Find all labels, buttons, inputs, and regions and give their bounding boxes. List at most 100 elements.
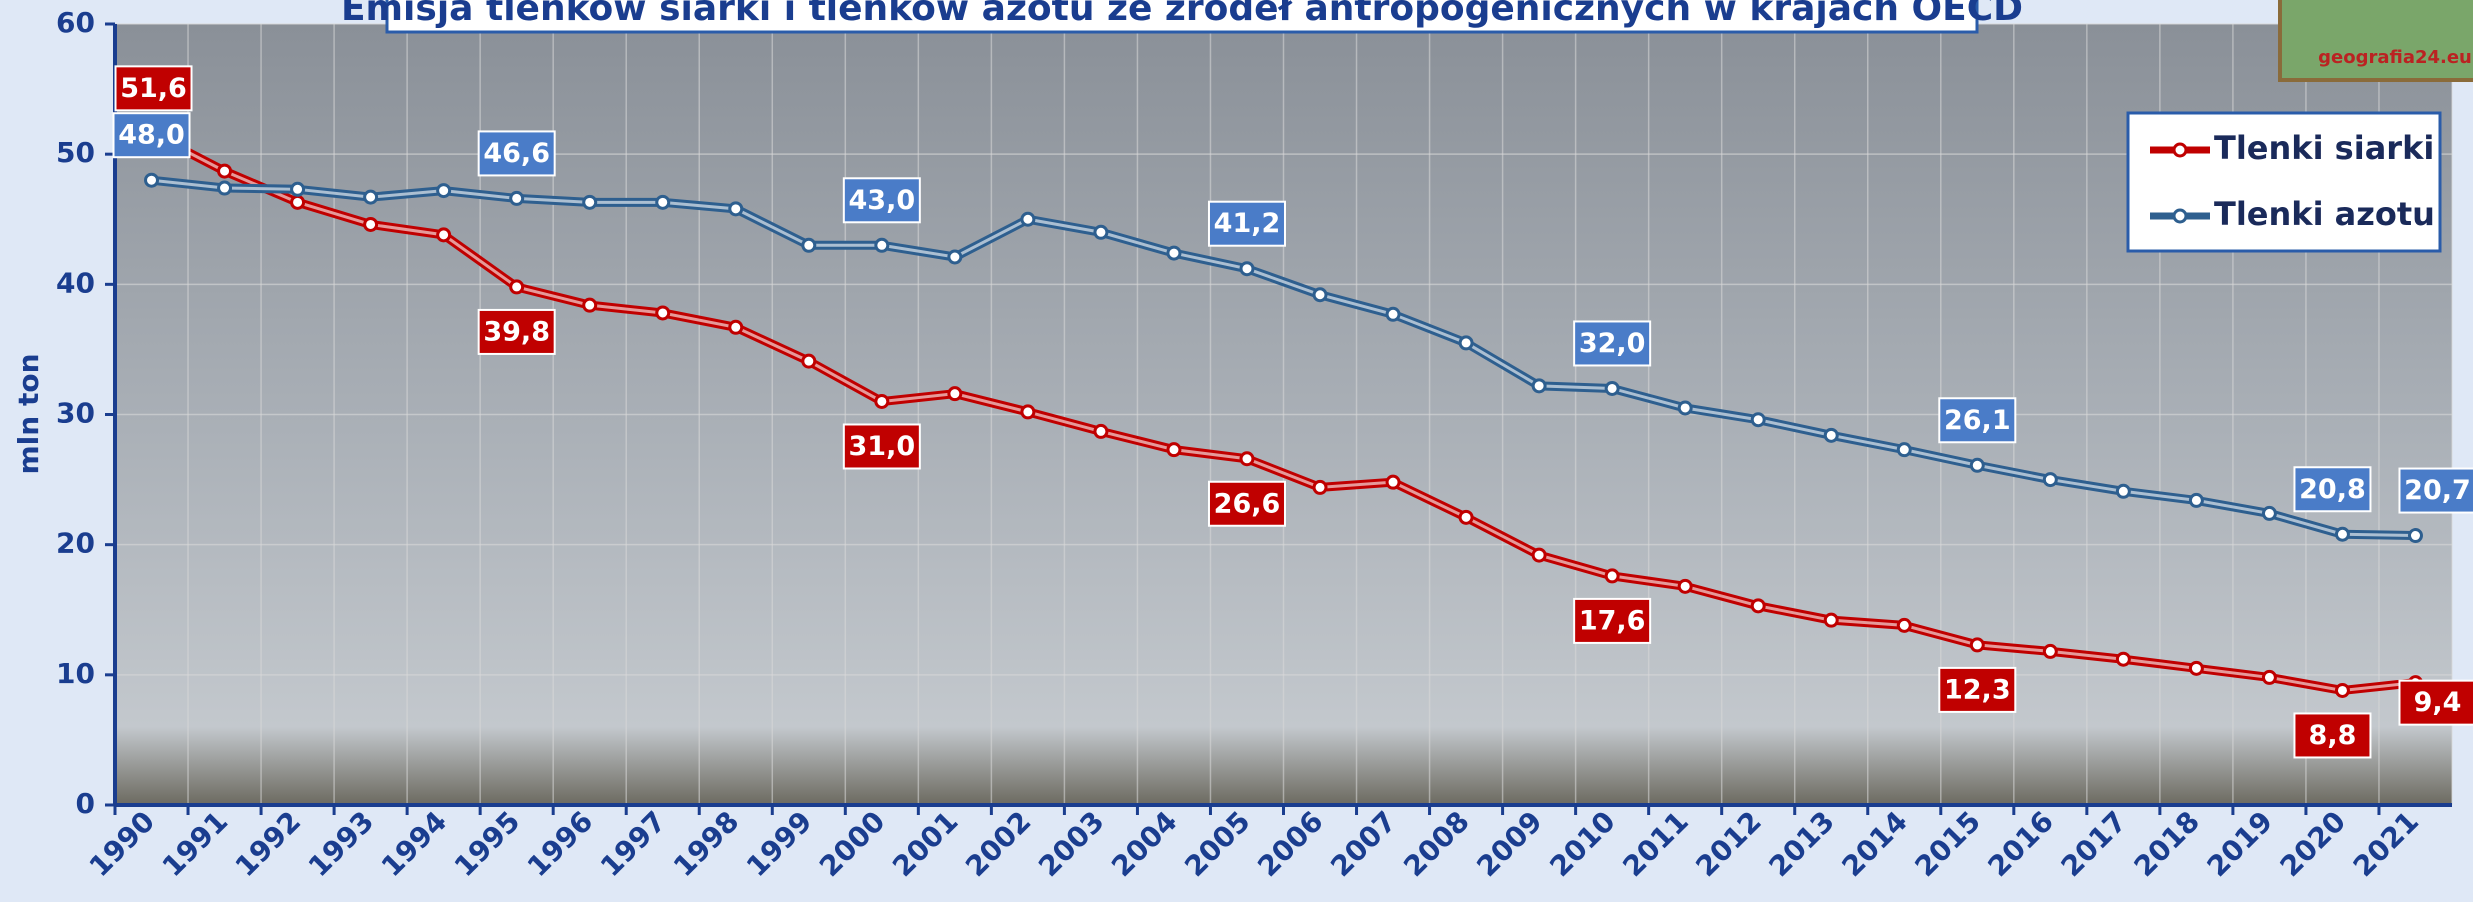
page: Emisja tlenków siarki i tlenków azotu ze… [0,0,2473,898]
x-tick-label: 2001 [886,805,964,883]
point [1971,639,1983,651]
y-tick-label: 60 [56,6,95,39]
point [1825,614,1837,626]
point [1752,600,1764,612]
legend-marker [2174,210,2186,222]
data-label: 9,4 [2414,687,2462,718]
point [657,196,669,208]
y-axis-label: mln ton [12,353,45,474]
x-tick-label: 2017 [2055,805,2133,883]
x-tick-label: 2015 [1908,805,1986,883]
data-label: 26,1 [1944,405,2011,436]
point [1460,511,1472,523]
x-tick-label: 2013 [1762,805,1840,883]
point [511,192,523,204]
point [1022,406,1034,418]
data-label: 17,6 [1579,605,1646,636]
x-tick-label: 1993 [302,805,380,883]
x-tick-label: 1997 [594,805,672,883]
x-tick-label: 2009 [1470,805,1548,883]
x-tick-label: 2004 [1105,805,1183,883]
x-tick-label: 1996 [521,805,599,883]
point [949,388,961,400]
x-tick-label: 1992 [229,805,307,883]
x-tick-label: 1998 [667,805,745,883]
chart-title: Emisja tlenków siarki i tlenków azotu ze… [341,0,2023,29]
point [292,183,304,195]
data-label: 41,2 [1214,208,1281,239]
point [1460,337,1472,349]
point [949,251,961,263]
legend-label: Tlenki azotu [2214,195,2435,233]
point [1898,619,1910,631]
y-tick-label: 50 [56,136,95,169]
point [1679,580,1691,592]
point [438,229,450,241]
x-tick-label: 2005 [1178,805,1256,883]
point [2263,507,2275,519]
x-tick-label: 2018 [2128,805,2206,883]
point [2044,645,2056,657]
point [365,191,377,203]
x-tick-label: 2011 [1616,805,1694,883]
x-tick-label: 2010 [1543,805,1621,883]
point [1679,402,1691,414]
data-label: 32,0 [1579,328,1646,359]
point [1606,570,1618,582]
point [2409,530,2421,542]
point [1971,459,1983,471]
point [803,239,815,251]
point [2336,684,2348,696]
point [1314,481,1326,493]
x-tick-label: 2016 [1982,805,2060,883]
point [146,174,158,186]
point [2336,528,2348,540]
point [1533,549,1545,561]
chart: Emisja tlenków siarki i tlenków azotu ze… [0,0,2473,898]
point [1825,429,1837,441]
legend-marker [2174,144,2186,156]
logo [2280,0,2473,80]
y-tick-label: 10 [56,657,95,690]
point [876,239,888,251]
point [292,196,304,208]
x-tick-label: 2012 [1689,805,1767,883]
point [1752,414,1764,426]
point [511,281,523,293]
point [1314,289,1326,301]
point [803,355,815,367]
point [1168,247,1180,259]
point [365,218,377,230]
x-tick-label: 2003 [1032,805,1110,883]
point [219,182,231,194]
data-label: 12,3 [1944,674,2011,705]
point [2117,485,2129,497]
point [584,196,596,208]
point [2263,671,2275,683]
point [1241,263,1253,275]
x-tick-label: 2002 [959,805,1037,883]
point [876,395,888,407]
point [1095,226,1107,238]
point [1095,425,1107,437]
data-label: 20,8 [2299,474,2366,505]
x-tick-label: 2007 [1324,805,1402,883]
x-tick-label: 1995 [448,805,526,883]
point [2044,474,2056,486]
x-tick-label: 2000 [813,805,891,883]
point [1241,453,1253,465]
x-tick-label: 2014 [1835,805,1913,883]
point [1168,444,1180,456]
x-tick-label: 2019 [2201,805,2279,883]
x-tick-label: 2021 [2347,805,2425,883]
point [2117,653,2129,665]
point [2190,662,2202,674]
data-label: 31,0 [849,431,916,462]
legend-label: Tlenki siarki [2214,129,2434,167]
data-label: 48,0 [118,120,185,151]
y-tick-label: 40 [56,266,95,299]
point [657,307,669,319]
point [1533,380,1545,392]
x-tick-label: 2020 [2274,805,2352,883]
point [730,321,742,333]
